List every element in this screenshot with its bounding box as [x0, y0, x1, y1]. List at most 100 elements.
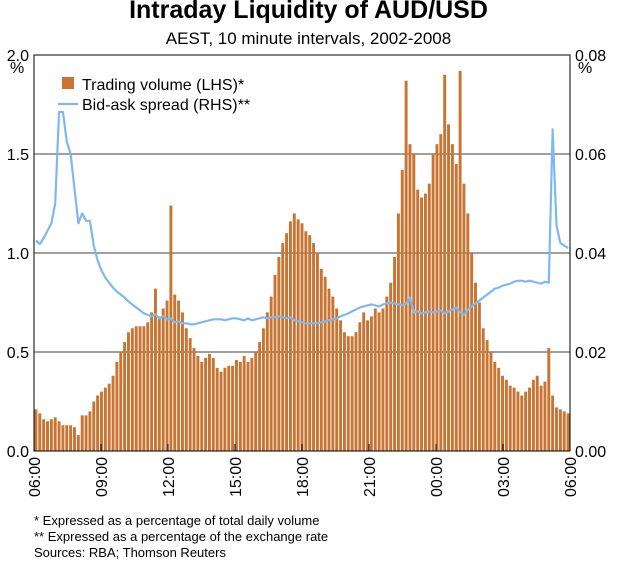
volume-bar	[366, 320, 370, 451]
volume-bar	[184, 328, 188, 451]
volume-bar	[219, 371, 223, 451]
volume-bar	[331, 296, 335, 451]
volume-bar	[61, 425, 65, 451]
volume-bar	[258, 342, 262, 451]
volume-bar	[246, 361, 250, 451]
chart-title: Intraday Liquidity of AUD/USD	[129, 0, 488, 24]
volume-bar	[524, 391, 528, 451]
volume-bar	[192, 348, 196, 451]
volume-bar	[427, 183, 431, 451]
volume-bar	[551, 395, 555, 451]
right-tick-label: 0.02	[575, 345, 606, 362]
left-tick-label: 0.5	[7, 345, 29, 362]
volume-bar	[474, 282, 477, 451]
x-tick-label: 00:00	[429, 457, 446, 497]
right-unit-label: %	[578, 60, 592, 77]
x-tick-label: 06:00	[563, 457, 580, 497]
volume-bar	[373, 308, 377, 451]
volume-bar	[38, 413, 42, 451]
volume-bar	[138, 326, 142, 451]
chart-subtitle: AEST, 10 minute intervals, 2002-2008	[165, 29, 452, 48]
volume-bar	[119, 352, 123, 451]
volume-bar	[188, 338, 192, 451]
volume-bar	[477, 302, 481, 451]
volume-bar	[481, 328, 485, 451]
volume-bar	[34, 409, 38, 451]
volume-bar	[543, 381, 547, 451]
left-unit-label: %	[10, 60, 24, 77]
volume-bar	[393, 256, 397, 451]
volume-bar	[238, 361, 242, 451]
volume-bar	[73, 427, 76, 451]
volume-bar	[308, 235, 312, 451]
volume-bar	[250, 357, 254, 451]
volume-bar	[323, 276, 327, 451]
volume-bar	[423, 193, 427, 451]
volume-bar	[115, 361, 119, 451]
right-tick-label: 0.06	[575, 147, 606, 164]
volume-bar	[181, 312, 184, 451]
volume-bar	[335, 308, 339, 451]
volume-bar	[362, 312, 366, 451]
footnote-spread: ** Expressed as a percentage of the exch…	[34, 529, 329, 544]
volume-bar	[528, 387, 531, 451]
volume-bar	[346, 336, 350, 451]
volume-bar	[134, 326, 138, 451]
volume-bar	[319, 268, 323, 451]
volume-bar	[312, 243, 316, 451]
volume-bar	[111, 375, 115, 451]
footnote-sources: Sources: RBA; Thomson Reuters	[34, 545, 226, 560]
volume-bar	[169, 205, 173, 451]
x-tick-label: 21:00	[362, 457, 379, 497]
volume-bar	[146, 322, 150, 451]
volume-bar	[242, 355, 246, 451]
volume-bar	[57, 421, 61, 451]
volume-bar	[396, 213, 400, 451]
volume-bar	[281, 243, 285, 451]
volume-bar	[80, 415, 84, 451]
x-tick-label: 12:00	[161, 457, 178, 497]
volume-bar	[327, 288, 331, 451]
volume-bar	[65, 425, 69, 451]
volume-bars	[34, 70, 570, 452]
volume-bar	[296, 219, 300, 451]
left-tick-label: 1.0	[7, 246, 29, 263]
volume-bar	[142, 326, 146, 451]
volume-bar	[177, 300, 181, 451]
volume-bar	[416, 189, 420, 451]
volume-bar	[342, 332, 346, 451]
volume-bar	[265, 312, 269, 451]
volume-bar	[369, 316, 373, 451]
volume-bar	[531, 379, 535, 451]
volume-bar	[431, 154, 435, 451]
volume-bar	[400, 169, 404, 451]
volume-bar	[501, 375, 504, 451]
volume-bar	[458, 70, 462, 451]
volume-bar	[103, 387, 107, 451]
volume-bar	[385, 296, 389, 451]
x-tick-label: 06:00	[27, 457, 44, 497]
volume-bar	[493, 361, 497, 451]
volume-bar	[300, 223, 304, 451]
volume-bar	[508, 385, 512, 451]
volume-bar	[157, 316, 161, 451]
volume-bar	[447, 124, 450, 452]
volume-bar	[389, 282, 393, 451]
volume-bar	[547, 348, 551, 451]
volume-bar	[150, 312, 154, 451]
volume-bar	[292, 213, 296, 451]
volume-bar	[381, 308, 385, 451]
volume-bar	[470, 253, 474, 451]
right-tick-label: 0.08	[575, 48, 606, 65]
volume-bar	[107, 383, 111, 451]
x-tick-label: 03:00	[496, 457, 513, 497]
volume-bar	[100, 391, 103, 451]
left-tick-label: 0.0	[7, 444, 29, 461]
volume-bar	[516, 391, 520, 451]
volume-bar	[566, 413, 570, 451]
volume-bar	[358, 322, 362, 451]
volume-bar	[339, 320, 343, 451]
volume-bar	[435, 144, 439, 451]
volume-bar	[53, 417, 57, 451]
